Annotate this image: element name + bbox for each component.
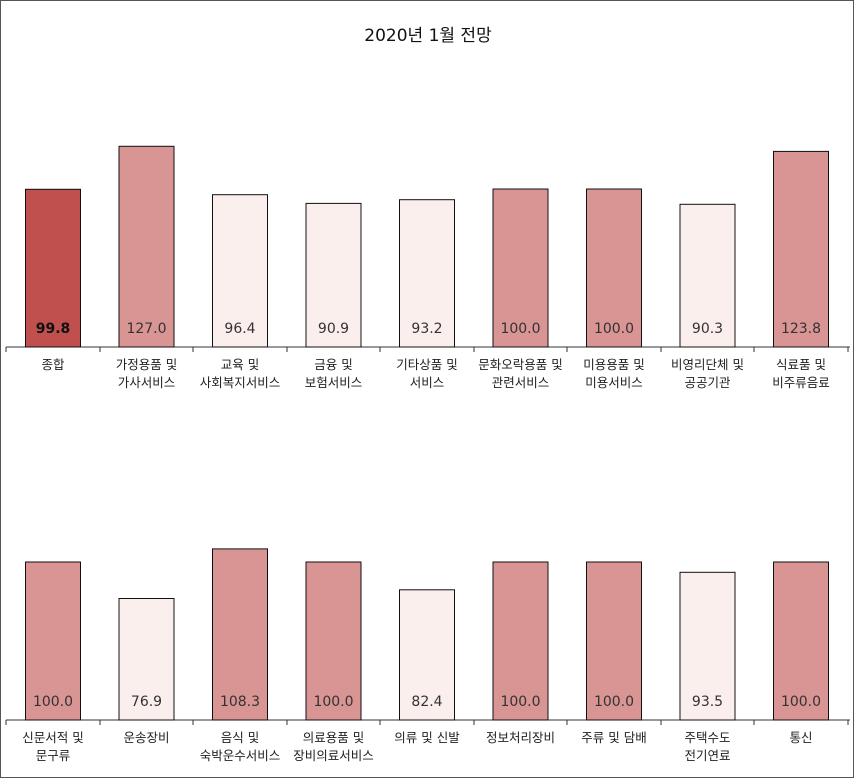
bar[interactable] <box>492 188 549 348</box>
bar[interactable] <box>586 561 642 721</box>
x-tick-label: 음식 및 <box>221 730 259 745</box>
bar[interactable] <box>305 561 362 721</box>
x-tick-label: 주류 및 담배 <box>581 730 646 745</box>
x-tick-label: 신문서적 및 <box>22 730 83 745</box>
bar[interactable] <box>586 188 642 348</box>
x-tick-label: 전기연료 <box>684 748 730 763</box>
data-label: 93.5 <box>692 694 723 710</box>
bar[interactable] <box>399 199 455 348</box>
chart-title: 2020년 1월 전망 <box>364 26 492 46</box>
x-tick-label: 미용용품 및 <box>583 357 644 372</box>
x-tick-label: 비영리단체 및 <box>671 357 744 372</box>
bar[interactable] <box>679 203 736 348</box>
data-label: 100.0 <box>313 694 353 710</box>
x-tick-label: 운송장비 <box>123 730 169 745</box>
x-tick-label: 금융 및 <box>314 357 352 372</box>
data-label: 100.0 <box>500 694 540 710</box>
bar[interactable] <box>118 145 175 348</box>
x-tick-label: 의류 및 신발 <box>394 730 460 745</box>
x-tick-label: 가정용품 및 <box>116 357 177 372</box>
x-tick-label: 식료품 및 <box>776 357 826 372</box>
x-tick-label: 보험서비스 <box>305 375 363 390</box>
data-label: 100.0 <box>594 694 634 710</box>
data-label: 99.8 <box>36 321 71 337</box>
data-label: 76.9 <box>131 694 162 710</box>
data-label: 100.0 <box>500 321 540 337</box>
x-tick-label: 통신 <box>789 730 812 745</box>
bar[interactable] <box>773 561 829 721</box>
data-label: 90.3 <box>692 321 723 337</box>
x-tick-label: 관련서비스 <box>492 375 550 390</box>
bar[interactable] <box>679 571 736 721</box>
bar[interactable] <box>212 194 268 348</box>
x-tick-label: 장비의료서비스 <box>293 748 374 763</box>
data-label: 108.3 <box>220 694 260 710</box>
data-label: 93.2 <box>411 321 442 337</box>
x-tick-label: 문화오락용품 및 <box>478 357 562 372</box>
data-label: 100.0 <box>594 321 634 337</box>
x-tick-label: 사회복지서비스 <box>200 375 281 390</box>
x-tick-label: 숙박운수서비스 <box>200 748 281 763</box>
x-tick-label: 비주류음료 <box>772 375 830 390</box>
x-tick-label: 기타상품 및 <box>396 357 457 372</box>
x-tick-label: 문구류 <box>36 748 71 763</box>
x-tick-label: 주택수도 <box>684 730 730 745</box>
data-label: 123.8 <box>781 321 821 337</box>
x-tick-label: 공공기관 <box>684 375 731 390</box>
x-tick-label: 교육 및 <box>221 357 259 372</box>
data-label: 82.4 <box>411 694 442 710</box>
x-tick-label: 정보처리장비 <box>486 730 555 745</box>
bar[interactable] <box>25 561 81 721</box>
data-label: 96.4 <box>224 321 255 337</box>
x-tick-label: 미용서비스 <box>585 375 643 390</box>
x-tick-label: 의료용품 및 <box>303 730 364 745</box>
data-label: 90.9 <box>318 321 349 337</box>
x-tick-label: 서비스 <box>410 375 445 390</box>
bar[interactable] <box>118 598 175 721</box>
data-label: 127.0 <box>126 321 166 337</box>
bar[interactable] <box>492 561 549 721</box>
data-label: 100.0 <box>33 694 73 710</box>
bar[interactable] <box>399 589 455 721</box>
x-tick-label: 가사서비스 <box>118 375 176 390</box>
bar[interactable] <box>305 202 362 348</box>
data-label: 100.0 <box>781 694 821 710</box>
bar[interactable] <box>773 150 829 348</box>
x-tick-label: 종합 <box>41 357 65 372</box>
bar[interactable] <box>25 188 81 348</box>
bar[interactable] <box>212 548 268 721</box>
